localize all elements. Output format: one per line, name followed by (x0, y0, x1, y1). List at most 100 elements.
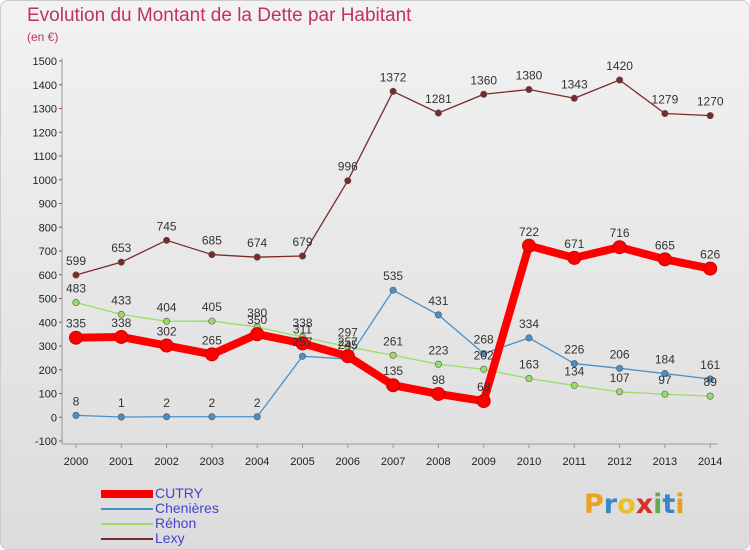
legend-item-chenières: Chenières (101, 501, 219, 516)
data-label: 674 (247, 236, 267, 250)
logo-letter: x (635, 489, 654, 520)
data-label: 1343 (561, 77, 588, 91)
data-point (706, 112, 714, 120)
proxiti-logo: Proxiti (584, 489, 685, 520)
y-tick-label: 1400 (33, 80, 57, 92)
data-label: 996 (338, 160, 358, 174)
data-label: 716 (610, 226, 630, 240)
legend-swatch (101, 489, 153, 498)
data-point (72, 299, 80, 307)
data-point (525, 334, 533, 342)
chart-title: Evolution du Montant de la Dette par Hab… (27, 5, 412, 26)
data-point (253, 413, 261, 421)
data-label: 2 (254, 396, 261, 410)
data-label: 107 (610, 371, 630, 385)
data-point (703, 261, 718, 276)
x-tick-label: 2014 (698, 456, 722, 468)
data-point (661, 390, 669, 398)
y-tick-label: 800 (39, 222, 57, 234)
series-cutry (69, 238, 718, 409)
legend-swatch (101, 537, 153, 540)
y-tick-label: 1500 (33, 56, 57, 68)
data-label: 350 (247, 313, 267, 327)
data-point (204, 347, 219, 362)
y-tick-label: 1100 (33, 151, 57, 163)
data-label: 297 (338, 326, 358, 340)
y-tick-label: 1200 (33, 127, 57, 139)
data-label: 483 (66, 282, 86, 296)
data-label: 2 (209, 396, 216, 410)
data-label: 599 (66, 254, 86, 268)
series-lexy (72, 76, 714, 279)
data-point (69, 330, 83, 345)
data-point (434, 109, 442, 117)
data-point (389, 351, 397, 359)
data-point (476, 394, 491, 409)
data-label: 404 (157, 300, 177, 314)
data-label: 206 (610, 347, 630, 361)
legend-item-réhon: Réhon (101, 516, 219, 531)
logo-letter: t (662, 489, 676, 520)
data-point (389, 286, 397, 294)
data-point (570, 381, 578, 389)
data-point (661, 109, 669, 117)
x-tick-label: 2000 (64, 456, 88, 468)
x-tick-label: 2006 (336, 456, 360, 468)
data-point (570, 94, 578, 102)
data-label: 268 (474, 333, 494, 347)
data-point (661, 370, 669, 378)
x-tick-label: 2009 (471, 456, 495, 468)
legend-label: Lexy (155, 530, 185, 546)
x-tick-label: 2003 (200, 456, 224, 468)
data-label: 1380 (516, 69, 543, 83)
data-point (434, 311, 442, 319)
data-point (163, 413, 171, 421)
data-point (253, 253, 261, 261)
x-tick-label: 2002 (154, 456, 178, 468)
x-tick-label: 2008 (426, 456, 450, 468)
data-point (525, 375, 533, 383)
logo-letter: i (653, 489, 663, 520)
data-label: 98 (432, 373, 446, 387)
data-point (72, 411, 80, 419)
data-label: 626 (700, 248, 720, 262)
data-label: 685 (202, 234, 222, 248)
data-point (570, 360, 578, 368)
data-point (344, 177, 352, 185)
data-point (525, 86, 533, 94)
x-tick-label: 2001 (109, 456, 133, 468)
data-point (159, 338, 174, 353)
x-tick-label: 2004 (245, 456, 269, 468)
data-label: 8 (73, 394, 80, 408)
data-point (706, 375, 714, 383)
data-point (208, 251, 216, 259)
data-label: 338 (292, 316, 312, 330)
y-tick-label: 700 (39, 246, 57, 258)
data-point (72, 271, 80, 279)
data-label: 338 (111, 316, 131, 330)
legend-item-lexy: Lexy (101, 531, 219, 546)
data-label: 433 (111, 293, 131, 307)
data-label: 184 (655, 353, 675, 367)
data-point (480, 365, 488, 373)
data-label: 1 (118, 396, 125, 410)
data-label: 1279 (652, 92, 679, 106)
data-point (386, 378, 401, 393)
x-tick-label: 2005 (290, 456, 314, 468)
data-point (298, 252, 306, 260)
data-label: 68 (477, 380, 491, 394)
data-point (616, 364, 624, 372)
legend: CUTRY Chenières Réhon Lexy (101, 486, 219, 546)
data-label: 1270 (697, 95, 724, 109)
data-label: 161 (700, 358, 720, 372)
data-label: 245 (338, 338, 358, 352)
data-point (163, 236, 171, 244)
data-label: 335 (66, 317, 86, 331)
data-point (117, 258, 125, 266)
data-label: 1420 (606, 59, 633, 73)
x-tick-label: 2012 (607, 456, 631, 468)
data-point (298, 352, 306, 360)
data-point (567, 250, 582, 265)
